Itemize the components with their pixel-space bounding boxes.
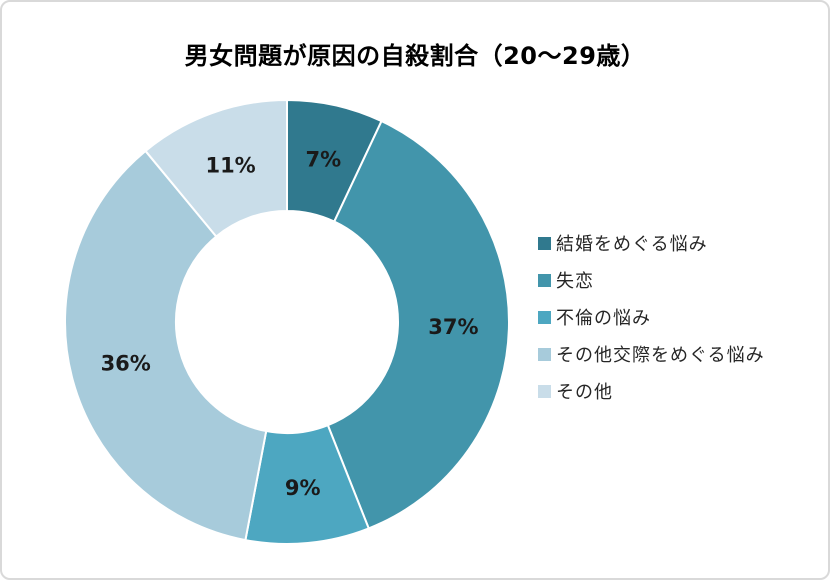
slice-value-label: 9%	[285, 476, 321, 500]
legend-label: 結婚をめぐる悩み	[556, 234, 708, 255]
slice-value-label: 37%	[428, 315, 478, 339]
legend-swatch-icon	[538, 273, 551, 287]
legend-label: 不倫の悩み	[556, 308, 651, 329]
legend-item-other-dating[interactable]: その他交際をめぐる悩み	[538, 342, 765, 366]
donut-slice-2[interactable]	[326, 119, 510, 530]
legend-item-affair[interactable]: 不倫の悩み	[538, 305, 765, 329]
legend-label: その他	[556, 382, 613, 403]
legend-item-other[interactable]: その他	[538, 379, 765, 403]
slice-value-label: 7%	[305, 148, 341, 172]
slice-value-label: 36%	[101, 351, 151, 375]
legend-swatch-icon	[538, 236, 551, 250]
legend: 結婚をめぐる悩み 失恋 不倫の悩み その他交際をめぐる悩み その他	[538, 231, 765, 403]
donut-chart: 7% 37% 9% 36% 11%	[64, 98, 510, 545]
legend-label: その他交際をめぐる悩み	[556, 345, 765, 366]
chart-title: 男女問題が原因の自殺割合（20～29歳）	[184, 42, 646, 70]
legend-item-heartbreak[interactable]: 失恋	[538, 268, 765, 292]
donut-slice-4[interactable]	[64, 149, 268, 542]
slice-value-label: 11%	[205, 153, 255, 177]
donut-slice-5[interactable]	[144, 98, 288, 238]
legend-swatch-icon	[538, 347, 551, 361]
legend-label: 失恋	[556, 271, 594, 292]
legend-item-marriage[interactable]: 結婚をめぐる悩み	[538, 231, 765, 255]
legend-swatch-icon	[538, 310, 551, 324]
legend-swatch-icon	[538, 384, 551, 398]
